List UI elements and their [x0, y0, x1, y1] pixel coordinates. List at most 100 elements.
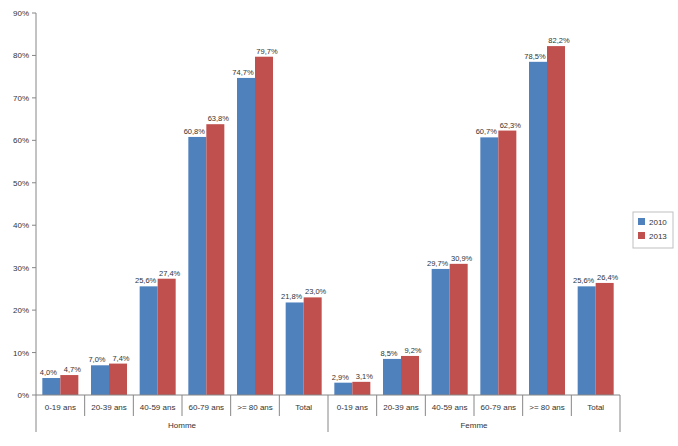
bar — [188, 137, 206, 395]
bar — [480, 137, 498, 395]
data-label: 27,4% — [159, 269, 181, 278]
data-label: 82,2% — [548, 36, 570, 45]
data-label: 60,8% — [184, 127, 206, 136]
y-tick-label: 70% — [13, 94, 29, 103]
data-label: 7,0% — [88, 355, 105, 364]
y-tick-label: 10% — [13, 349, 29, 358]
legend-box — [633, 212, 673, 248]
bars — [42, 46, 613, 395]
data-label: 78,5% — [524, 52, 546, 61]
bar — [286, 302, 304, 395]
data-label: 23,0% — [305, 287, 327, 296]
y-tick-label: 90% — [13, 9, 29, 18]
bar — [578, 286, 596, 395]
bar — [596, 283, 614, 395]
x-group-label: Femme — [460, 421, 488, 430]
bar — [140, 286, 158, 395]
data-label: 3,1% — [356, 372, 373, 381]
x-divider — [133, 395, 134, 416]
y-tick — [32, 352, 36, 353]
legend-label: 2013 — [649, 232, 667, 241]
x-tick-label: 40-59 ans — [140, 403, 176, 412]
x-tick-label: 40-59 ans — [432, 403, 468, 412]
x-tick-label: >= 80 ans — [529, 403, 565, 412]
data-label: 7,4% — [112, 354, 129, 363]
x-divider — [182, 395, 183, 416]
x-divider — [230, 395, 231, 416]
x-divider — [84, 395, 85, 416]
y-tick — [32, 13, 36, 14]
x-divider — [279, 395, 280, 416]
bar — [529, 62, 547, 395]
y-tick-label: 80% — [13, 51, 29, 60]
y-tick-label: 50% — [13, 179, 29, 188]
data-label: 29,7% — [427, 259, 449, 268]
data-label: 8,5% — [380, 349, 397, 358]
bar — [401, 356, 419, 395]
legend: 20102013 — [633, 212, 673, 248]
y-tick — [32, 182, 36, 183]
data-label: 63,8% — [208, 114, 230, 123]
data-label: 26,4% — [597, 273, 619, 282]
y-tick-label: 20% — [13, 306, 29, 315]
data-label: 21,8% — [281, 292, 303, 301]
x-divider — [522, 395, 523, 416]
y-tick — [32, 97, 36, 98]
x-tick-label: 60-79 ans — [189, 403, 225, 412]
y-tick — [32, 310, 36, 311]
bar — [334, 383, 352, 395]
bar — [352, 382, 370, 395]
legend-swatch — [638, 218, 645, 225]
x-tick-label: 20-39 ans — [91, 403, 127, 412]
bar — [432, 269, 450, 395]
chart: 0% 10% 20% 30% 40% 50% 60% 70% 80% 90% 0-19 ans 20-… — [0, 0, 678, 446]
bar — [255, 57, 273, 395]
x-tick-label: Total — [587, 403, 604, 412]
data-label: 2,9% — [332, 373, 349, 382]
bar — [60, 375, 78, 395]
y-tick — [32, 267, 36, 268]
y-tick-label: 30% — [13, 264, 29, 273]
x-divider — [36, 395, 37, 432]
x-tick-label: 0-19 ans — [45, 403, 76, 412]
x-tick-label: >= 80 ans — [237, 403, 273, 412]
x-tick-label: 60-79 ans — [481, 403, 517, 412]
x-divider — [620, 395, 621, 432]
x-group-label: Homme — [168, 421, 197, 430]
x-divider — [328, 395, 329, 432]
bar — [91, 365, 109, 395]
y-tick — [32, 225, 36, 226]
bar — [498, 131, 516, 395]
data-label: 25,6% — [573, 276, 595, 285]
bar — [237, 78, 255, 395]
data-label: 30,9% — [451, 254, 473, 263]
y-tick-label: 0% — [17, 391, 29, 400]
data-label: 25,6% — [135, 276, 157, 285]
data-label: 62,3% — [500, 121, 522, 130]
data-label: 4,0% — [40, 368, 57, 377]
x-divider — [571, 395, 572, 416]
bar — [450, 264, 468, 395]
bar — [158, 279, 176, 395]
bar — [109, 364, 127, 395]
data-label: 74,7% — [232, 68, 254, 77]
y-tick-label: 60% — [13, 136, 29, 145]
x-tick-label: 0-19 ans — [337, 403, 368, 412]
x-divider — [474, 395, 475, 416]
data-label: 60,7% — [476, 127, 498, 136]
data-label: 79,7% — [256, 47, 278, 56]
legend-swatch — [638, 232, 645, 239]
bar — [383, 359, 401, 395]
bar — [547, 46, 565, 395]
bar — [304, 297, 322, 395]
data-label: 9,2% — [404, 346, 421, 355]
x-divider — [376, 395, 377, 416]
y-tick — [32, 140, 36, 141]
bar — [206, 124, 224, 395]
y-axis — [36, 13, 37, 395]
x-tick-label: Total — [295, 403, 312, 412]
y-tick — [32, 395, 36, 396]
y-tick-label: 40% — [13, 221, 29, 230]
y-tick — [32, 55, 36, 56]
data-label: 4,7% — [64, 365, 81, 374]
